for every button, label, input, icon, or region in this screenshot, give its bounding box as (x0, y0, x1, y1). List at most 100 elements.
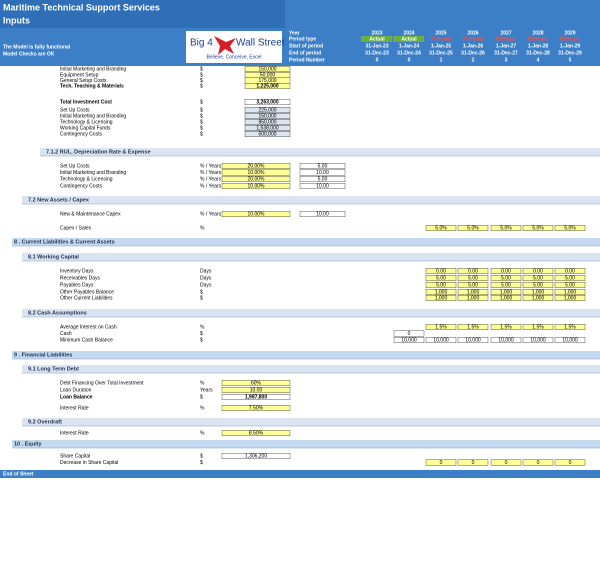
series-cell (554, 337, 586, 344)
section-band (12, 238, 600, 246)
section-title: 8.2 Cash Assumptions (28, 310, 87, 316)
timeline-ends: 31-Dec-26 (461, 50, 485, 56)
series-cell (554, 459, 586, 466)
input-cell (221, 394, 291, 401)
row-unit: % / Years (200, 176, 222, 182)
input-cell (221, 175, 291, 182)
row-label: Receivables Days (60, 275, 101, 281)
series-value: 1,000 (532, 295, 545, 301)
section-title: 9.2 Overdraft (28, 419, 62, 425)
footer: End of Sheet (3, 471, 34, 477)
row-label: Total Investment Cost (60, 99, 112, 105)
input-value: 60% (251, 380, 262, 386)
row-label: Interest Rate (60, 430, 89, 436)
series-cell (554, 224, 586, 231)
series-value: 10,000 (433, 337, 449, 343)
input-value: 7.50% (249, 405, 264, 411)
timeline-starts: 1-Jan-26 (463, 43, 484, 49)
timeline-starts: 1-Jan-25 (431, 43, 452, 49)
period-type-cell (522, 36, 553, 42)
period-type-cell (393, 36, 424, 42)
timeline-ends: 31-Dec-25 (429, 50, 453, 56)
timeline-years: 2028 (532, 30, 543, 36)
row-unit: % (200, 380, 205, 386)
series-value: 1.5% (500, 324, 512, 330)
input-value: 1,538,000 (256, 125, 278, 131)
series-cell (425, 337, 457, 344)
input-value: 1,306,200 (245, 453, 267, 459)
series-value: 1,000 (564, 289, 577, 295)
row-label: Initial Marketing and Branding (60, 170, 126, 176)
section-band (22, 196, 600, 204)
input-value: 150,000 (258, 113, 276, 119)
row-unit: $ (200, 337, 203, 343)
series-value: 5.00 (533, 282, 543, 288)
input-value: 10.00% (248, 183, 266, 189)
series-value: 10,000 (562, 337, 578, 343)
row-unit: $ (200, 295, 203, 301)
row-unit: Days (200, 268, 212, 274)
timeline-starts: 31-Jan-23 (365, 43, 388, 49)
input-value: 10.00 (316, 183, 329, 189)
timeline-starts: 1-Jan-24 (399, 43, 420, 49)
input-cell (221, 210, 291, 217)
timeline-period-types: Forecast (496, 36, 517, 42)
series-cell (425, 289, 457, 296)
row-unit: % / Years (200, 183, 222, 189)
series-value: 1.5% (467, 324, 479, 330)
series-value: 0.00 (501, 268, 511, 274)
subtitle: Inputs (3, 15, 30, 25)
series-cell (457, 275, 489, 282)
input-cell (244, 118, 291, 125)
logo: Big 4 Wall Street Believe, Conceive, Exc… (186, 31, 285, 63)
timeline-period-types: Actual (369, 36, 385, 42)
input-value: 20.00% (248, 163, 266, 169)
timeline-years: 2023 (371, 30, 382, 36)
row-unit: % (200, 405, 205, 411)
section-band (40, 148, 600, 156)
row-unit: $ (200, 394, 203, 400)
section-title: 7.2 New Assets / Capex (28, 197, 90, 203)
row-label: Share Capital (60, 453, 90, 459)
row-label: Set Up Costs (60, 163, 90, 169)
row-label: Initial Marketing and Branding (60, 113, 126, 119)
timeline-label: Year (289, 30, 300, 36)
input-cell (244, 65, 291, 72)
series-value: 5.00 (436, 275, 446, 281)
series-cell (554, 295, 586, 302)
series-value: 0.00 (533, 268, 543, 274)
row-unit: $ (200, 289, 203, 295)
series-value: 5.0% (435, 225, 447, 231)
section-band (22, 365, 600, 373)
series-cell (490, 268, 522, 275)
series-cell (522, 275, 554, 282)
row-label: Working Capital Funds (60, 125, 111, 131)
logo-tagline: Believe, Conceive, Excel (206, 54, 261, 60)
series-cell (457, 337, 489, 344)
series-value: 1,000 (435, 295, 448, 301)
row-label: Contingency Costs (60, 131, 102, 137)
timeline-starts: 1-Jan-28 (528, 43, 549, 49)
section-band (22, 253, 600, 261)
input-cell (244, 112, 291, 119)
input-value: 175,000 (258, 78, 276, 84)
timeline-numbers: 3 (505, 57, 508, 63)
series-cell (554, 289, 586, 296)
row-unit: % / Years (200, 170, 222, 176)
row-label: Decrease in Share Capital (60, 460, 118, 466)
row-label: Minimum Cash Balance (60, 337, 113, 343)
timeline-label: Period Number (289, 57, 325, 63)
series-cell (457, 282, 489, 289)
row-unit: $ (200, 107, 203, 113)
timeline-starts: 1-Jan-27 (496, 43, 517, 49)
input-cell (221, 387, 291, 394)
row-unit: $ (200, 72, 203, 78)
input-value: 10.00 (316, 170, 329, 176)
row-label: Average Interest on Cash (60, 324, 117, 330)
timeline-ends: 31-Dec-24 (397, 50, 421, 56)
input-value: 10.00 (250, 387, 263, 393)
timeline-ends: 31-Dec-29 (558, 50, 582, 56)
series-cell (490, 289, 522, 296)
row-label: New & Maintenance Capex (60, 211, 121, 217)
input-value: 50,000 (260, 72, 276, 78)
